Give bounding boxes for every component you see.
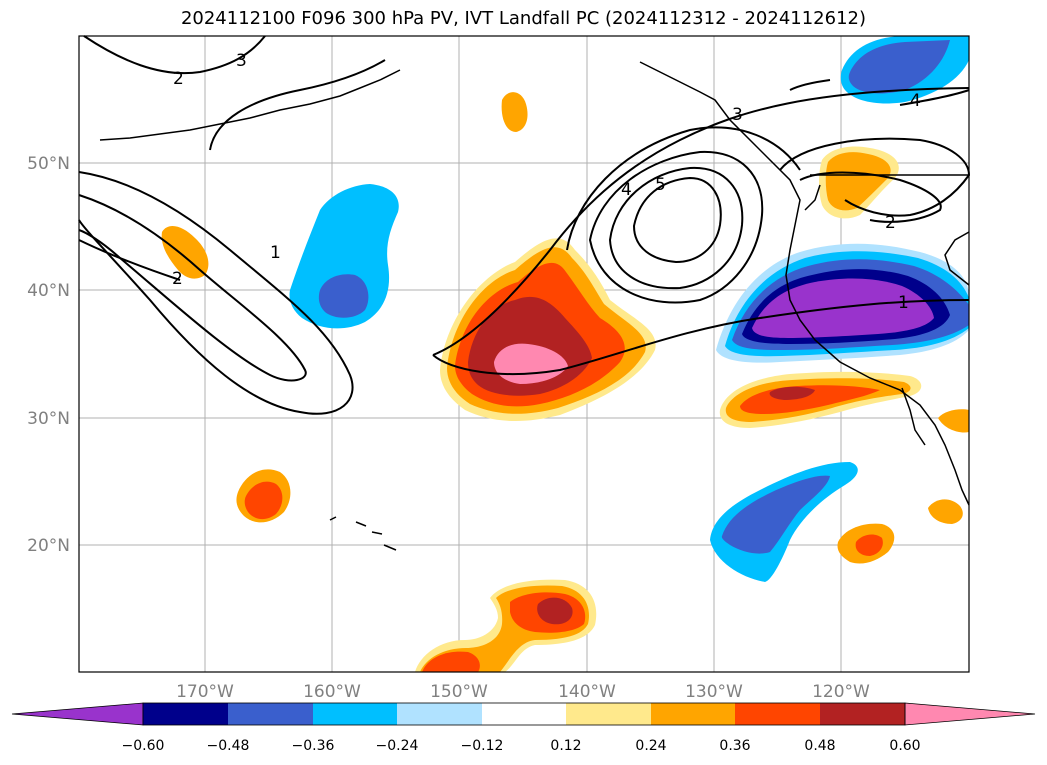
contour-label: 1	[898, 293, 909, 313]
colorbar-extend-low	[11, 702, 144, 726]
contour-labels: 3 2 2 1 3 4 5 2 1 4	[172, 51, 921, 313]
contour-label: 2	[885, 213, 896, 233]
colorbar-tick-label: −0.48	[207, 738, 250, 754]
map-plot-area: 3 2 2 1 3 4 5 2 1 4	[78, 35, 971, 673]
colorbar-tick-label: 0.12	[550, 738, 581, 754]
colorbar-segment	[820, 703, 905, 725]
lat-label: 50°N	[27, 154, 70, 174]
contour-label: 2	[172, 269, 183, 289]
colorbar-tick-label: 0.60	[889, 738, 920, 754]
plot-frame	[78, 35, 970, 673]
lon-axis-labels: 170°W 160°W 150°W 140°W 130°W 120°W	[176, 682, 870, 702]
lon-label: 160°W	[303, 682, 361, 702]
lon-label: 140°W	[558, 682, 616, 702]
colorbar-segment	[313, 703, 397, 725]
pv-contours	[78, 35, 971, 415]
lon-label: 150°W	[430, 682, 488, 702]
lat-label: 30°N	[27, 409, 70, 429]
colorbar-segment	[397, 703, 482, 725]
colorbar	[11, 702, 1036, 726]
contour-label: 3	[732, 105, 743, 125]
colorbar-tick-label: −0.24	[376, 738, 419, 754]
map-title: 2024112100 F096 300 hPa PV, IVT Landfall…	[180, 8, 867, 29]
lon-label: 130°W	[685, 682, 743, 702]
contour-label: 4	[621, 180, 632, 200]
contour-label: 1	[270, 243, 281, 263]
contour-label: 3	[236, 51, 247, 71]
lat-label: 40°N	[27, 281, 70, 301]
colorbar-tick-label: −0.60	[122, 738, 165, 754]
lat-label: 20°N	[27, 536, 70, 556]
colorbar-ticks: −0.60 −0.48 −0.36 −0.24 −0.12 0.12 0.24 …	[122, 738, 921, 754]
colorbar-tick-label: −0.12	[461, 738, 504, 754]
colorbar-segment	[566, 703, 651, 725]
colorbar-tick-label: −0.36	[292, 738, 335, 754]
colorbar-segment	[735, 703, 820, 725]
colorbar-segment	[482, 703, 566, 725]
colorbar-extend-high	[904, 702, 1036, 726]
colorbar-segment	[143, 703, 228, 725]
colorbar-segment	[651, 703, 735, 725]
contour-label: 2	[173, 69, 184, 89]
coastlines	[99, 61, 970, 551]
colorbar-tick-label: 0.48	[804, 738, 835, 754]
lon-label: 170°W	[176, 682, 234, 702]
contour-label: 5	[655, 175, 666, 195]
contour-label: 4	[910, 91, 921, 111]
lat-axis-labels: 50°N 40°N 30°N 20°N	[27, 154, 70, 556]
colorbar-tick-label: 0.36	[719, 738, 750, 754]
colorbar-segment	[228, 703, 313, 725]
lon-label: 120°W	[812, 682, 870, 702]
colorbar-tick-label: 0.24	[635, 738, 666, 754]
